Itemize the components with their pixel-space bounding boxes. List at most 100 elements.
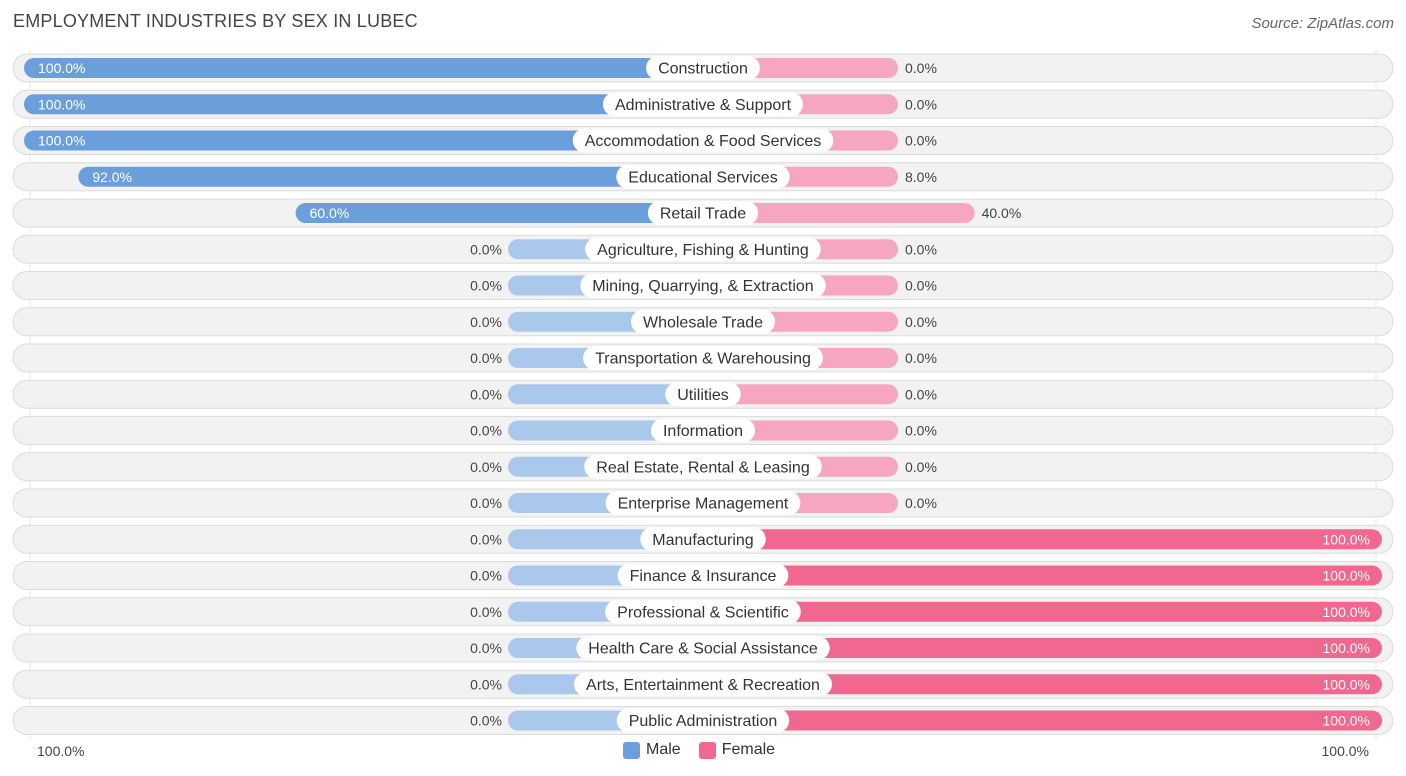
- legend-female-swatch: [698, 741, 716, 759]
- category-label: Retail Trade: [660, 206, 746, 223]
- female-value-label: 100.0%: [1323, 713, 1370, 729]
- category-label: Arts, Entertainment & Recreation: [586, 677, 820, 694]
- female-bar: [703, 384, 898, 405]
- category-pill: [616, 164, 790, 189]
- chart-row: 0.0% 100.0% Finance & Insurance: [12, 561, 1394, 590]
- male-value-label: 100.0%: [38, 96, 85, 112]
- chart-row: 100.0% 0.0% Administrative & Support: [12, 89, 1394, 119]
- female-bar: [703, 565, 1382, 586]
- female-value-label: 0.0%: [905, 423, 937, 439]
- category-pill: [585, 237, 821, 262]
- category-label: Professional & Scientific: [617, 604, 789, 621]
- category-label: Educational Services: [628, 169, 777, 186]
- category-label: Information: [663, 423, 743, 440]
- female-bar: [703, 601, 1382, 622]
- chart-title: EMPLOYMENT INDUSTRIES BY SEX IN LUBEC: [13, 11, 418, 31]
- female-value-label: 100.0%: [1323, 676, 1370, 692]
- chart-row: 0.0% 0.0% Agriculture, Fishing & Hunting: [12, 234, 1394, 264]
- chart-row: 92.0% 8.0% Educational Services: [12, 162, 1394, 192]
- category-label: Administrative & Support: [615, 97, 792, 114]
- category-pill: [580, 273, 826, 298]
- chart-row: 60.0% 40.0% Retail Trade: [12, 198, 1394, 228]
- legend-male-label: Male: [646, 741, 681, 758]
- category-label: Health Care & Social Assistance: [588, 641, 818, 658]
- category-label: Agriculture, Fishing & Hunting: [597, 242, 809, 259]
- legend: Male Female: [623, 741, 775, 759]
- chart-row: 0.0% 0.0% Real Estate, Rental & Leasing: [12, 452, 1394, 482]
- female-value-label: 0.0%: [905, 96, 937, 112]
- category-pill: [576, 636, 830, 660]
- chart-row: 0.0% 0.0% Utilities: [12, 379, 1394, 409]
- male-value-label: 0.0%: [470, 241, 502, 257]
- category-label: Mining, Quarrying, & Extraction: [592, 278, 813, 295]
- category-label: Manufacturing: [652, 532, 753, 549]
- category-pill: [665, 382, 741, 407]
- female-value-label: 0.0%: [905, 495, 937, 511]
- female-value-label: 0.0%: [905, 386, 937, 402]
- female-value-label: 100.0%: [1323, 531, 1370, 547]
- category-pill: [584, 454, 822, 479]
- female-bar: [703, 710, 1382, 731]
- male-bar: [508, 384, 703, 405]
- chart-row: 0.0% 0.0% Information: [12, 416, 1394, 445]
- category-pill: [602, 92, 804, 117]
- category-pill: [574, 672, 832, 697]
- chart-row: 0.0% 100.0% Professional & Scientific: [12, 597, 1394, 627]
- legend-male-swatch: [623, 741, 640, 759]
- category-pill: [617, 563, 789, 588]
- legend-female-label: Female: [721, 741, 776, 758]
- female-bar: [703, 638, 1382, 658]
- category-label: Real Estate, Rental & Leasing: [596, 459, 809, 476]
- category-pill: [572, 128, 834, 153]
- category-label: Public Administration: [629, 713, 778, 730]
- male-value-label: 0.0%: [470, 278, 502, 294]
- male-value-label: 100.0%: [38, 133, 85, 149]
- category-label: Construction: [658, 61, 748, 78]
- male-bar: [24, 94, 703, 115]
- bar-chart: 100.0% 0.0% Construction 100.0% 0.0% Administ…: [12, 50, 1394, 740]
- category-pill: [646, 56, 760, 80]
- male-value-label: 60.0%: [310, 205, 350, 221]
- category-pill: [640, 527, 766, 552]
- female-bar: [703, 203, 975, 223]
- chart-row: 0.0% 0.0% Mining, Quarrying, & Extraction: [12, 271, 1394, 300]
- male-value-label: 0.0%: [470, 713, 502, 729]
- category-label: Finance & Insurance: [630, 568, 777, 585]
- female-value-label: 100.0%: [1323, 604, 1370, 620]
- category-label: Enterprise Management: [618, 496, 789, 513]
- male-value-label: 0.0%: [470, 640, 502, 656]
- male-value-label: 0.0%: [470, 495, 502, 511]
- category-label: Accommodation & Food Services: [585, 133, 822, 150]
- male-value-label: 0.0%: [470, 350, 502, 366]
- chart-row: 0.0% 100.0% Arts, Entertainment & Recreati…: [12, 669, 1394, 699]
- category-pill: [630, 309, 776, 334]
- category-pill: [616, 708, 790, 733]
- male-value-label: 0.0%: [470, 568, 502, 584]
- male-value-label: 0.0%: [470, 423, 502, 439]
- male-bar: [24, 58, 703, 78]
- male-bar: [295, 203, 703, 223]
- female-bar: [703, 674, 1382, 695]
- category-pill: [650, 418, 756, 443]
- chart-row: 0.0% 0.0% Wholesale Trade: [12, 307, 1394, 337]
- chart-row: 0.0% 0.0% Transportation & Warehousing: [12, 343, 1394, 373]
- female-value-label: 0.0%: [905, 314, 937, 330]
- category-label: Wholesale Trade: [643, 314, 763, 331]
- female-value-label: 40.0%: [982, 205, 1022, 221]
- chart-row: 0.0% 100.0% Public Administration: [12, 706, 1394, 735]
- male-value-label: 0.0%: [470, 676, 502, 692]
- legend-male: Male: [623, 741, 681, 759]
- category-pill: [605, 491, 801, 515]
- male-bar: [78, 166, 703, 187]
- female-value-label: 100.0%: [1323, 568, 1370, 584]
- chart-row: 0.0% 100.0% Health Care & Social Assistanc…: [12, 633, 1394, 663]
- chart-row: 0.0% 0.0% Enterprise Management: [12, 488, 1394, 518]
- female-value-label: 8.0%: [905, 169, 937, 185]
- male-value-label: 0.0%: [470, 386, 502, 402]
- category-pill: [583, 346, 823, 370]
- female-value-label: 0.0%: [905, 133, 937, 149]
- female-value-label: 0.0%: [905, 60, 937, 76]
- female-value-label: 100.0%: [1323, 640, 1370, 656]
- chart-row: 0.0% 100.0% Manufacturing: [12, 524, 1394, 554]
- female-value-label: 0.0%: [905, 278, 937, 294]
